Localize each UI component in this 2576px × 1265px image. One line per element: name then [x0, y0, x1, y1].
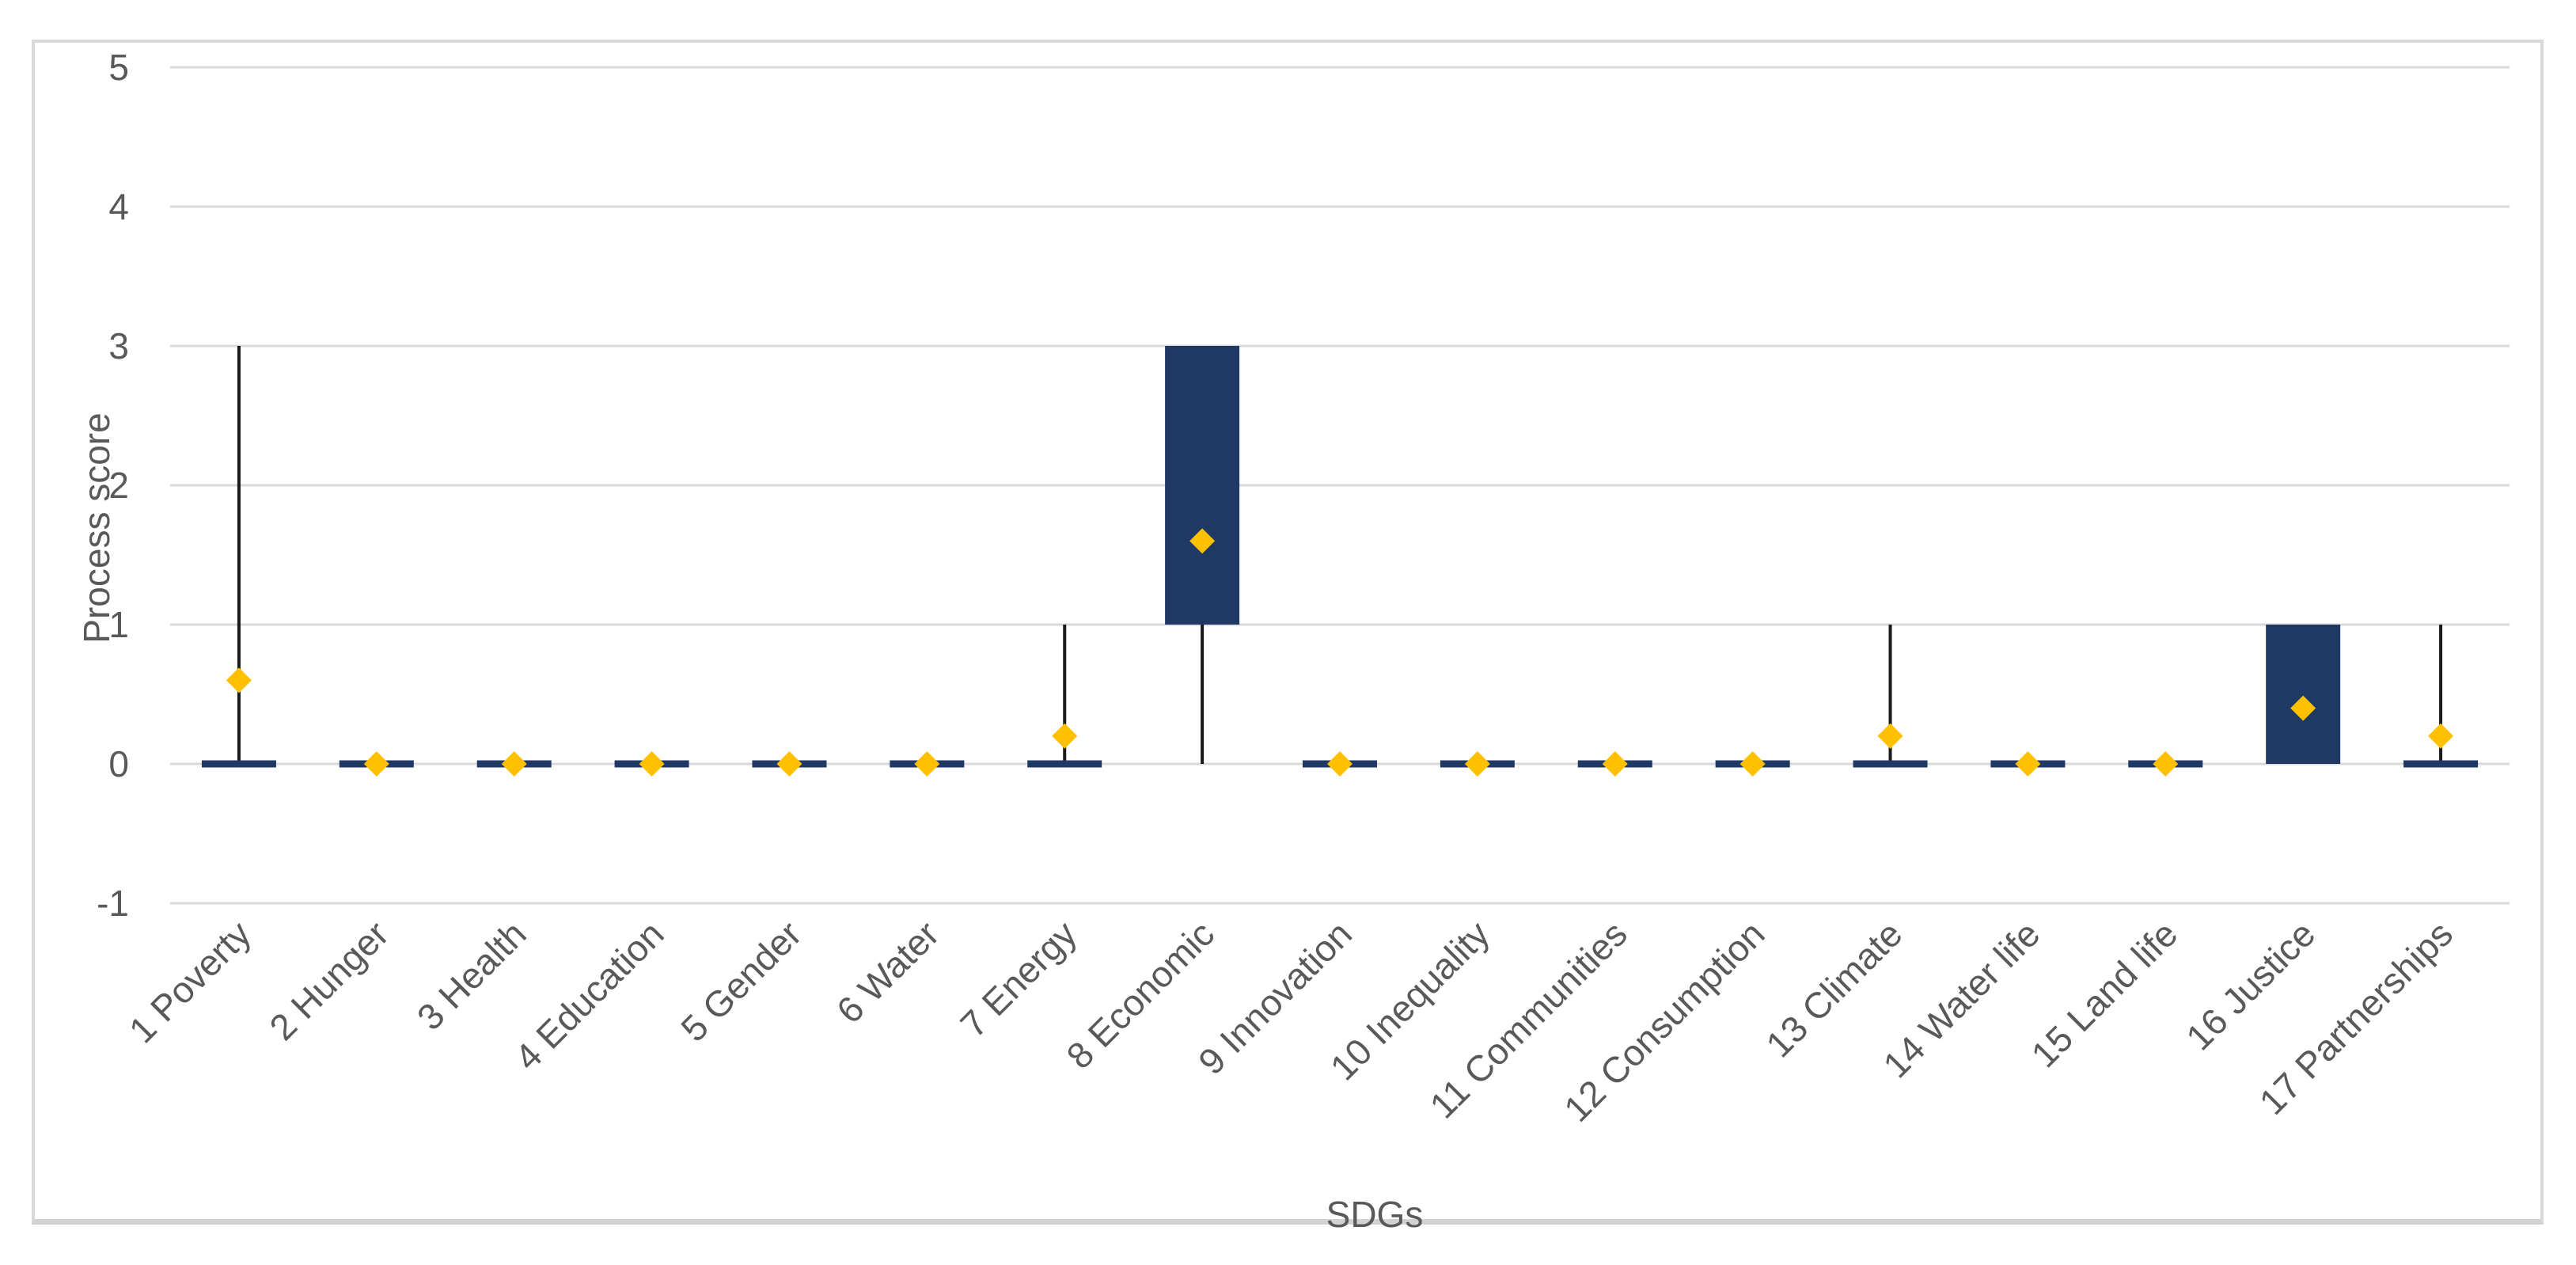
mean-marker-5: [776, 751, 802, 777]
x-category-label: 3 Health: [409, 913, 534, 1038]
mean-marker-13: [1877, 723, 1903, 749]
y-tick-label: 5: [108, 47, 129, 88]
x-category-label: 5 Gender: [673, 913, 809, 1049]
mean-marker-1: [226, 667, 252, 693]
y-tick-label: -1: [97, 883, 129, 924]
box-17: [2403, 760, 2479, 768]
box-7: [1027, 760, 1102, 768]
x-category-label: 4 Education: [506, 913, 672, 1078]
mean-marker-12: [1739, 751, 1766, 777]
y-tick-label: 3: [108, 325, 129, 367]
mean-marker-4: [639, 751, 665, 777]
y-tick-label: 1: [108, 604, 129, 645]
box-16: [2266, 625, 2341, 764]
mean-marker-11: [1602, 751, 1628, 777]
x-axis-title: SDGs: [1326, 1194, 1424, 1235]
mean-marker-9: [1327, 751, 1352, 777]
mean-marker-14: [2015, 751, 2041, 777]
mean-marker-7: [1052, 723, 1078, 749]
x-category-label: 6 Water: [829, 913, 947, 1031]
x-category-label: 15 Land life: [2023, 913, 2185, 1075]
mean-marker-3: [501, 751, 527, 777]
y-tick-label: 0: [108, 743, 129, 784]
chart-frame: Process score SDGs: [32, 40, 2544, 1235]
mean-marker-16: [2290, 695, 2316, 721]
x-category-label: 2 Hunger: [261, 913, 396, 1048]
x-category-label: 16 Justice: [2178, 913, 2323, 1058]
box-13: [1853, 760, 1928, 768]
mean-marker-17: [2428, 723, 2454, 749]
mean-marker-6: [914, 751, 940, 777]
mean-marker-10: [1464, 751, 1490, 777]
x-category-label: 1 Poverty: [121, 913, 259, 1050]
x-category-label: 7 Energy: [952, 913, 1084, 1045]
mean-marker-8: [1189, 528, 1216, 554]
y-tick-label: 2: [108, 465, 129, 506]
mean-marker-15: [2153, 751, 2179, 777]
box-8: [1165, 346, 1240, 625]
box-1: [201, 760, 276, 768]
x-category-label: 13 Climate: [1758, 913, 1910, 1065]
y-tick-label: 4: [108, 186, 129, 227]
mean-marker-2: [363, 751, 389, 777]
